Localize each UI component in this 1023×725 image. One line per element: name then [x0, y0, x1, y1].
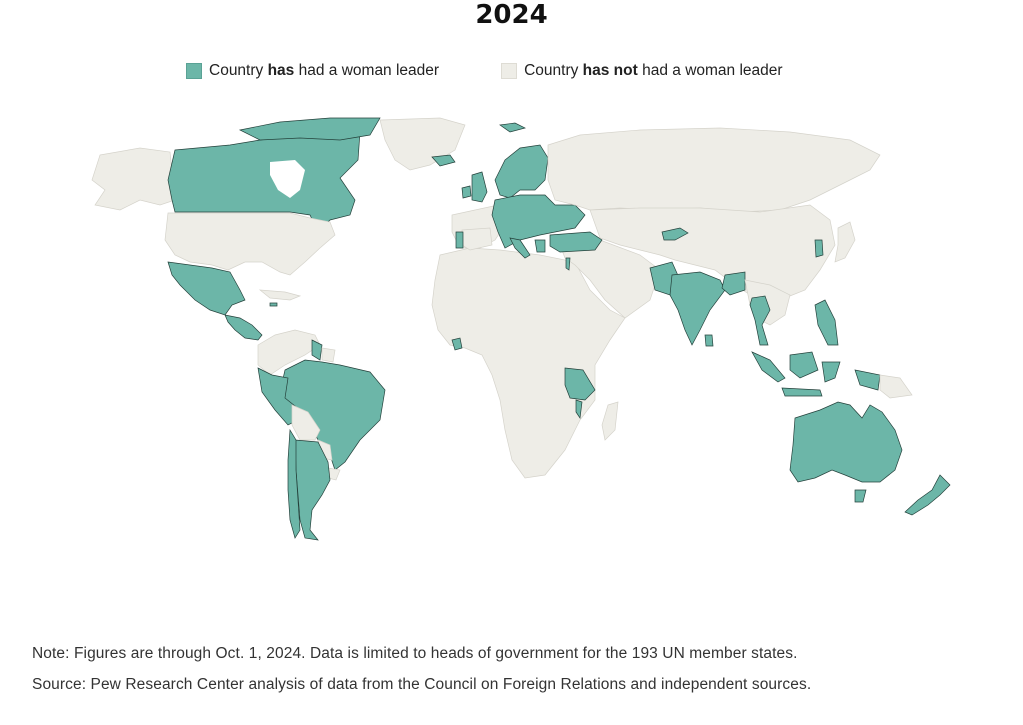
region-greenland: [379, 117, 466, 171]
country-italy: [509, 237, 531, 259]
country-israel: [565, 257, 571, 271]
country-united-kingdom: [471, 171, 488, 203]
country-argentina: [294, 439, 331, 541]
country-liberia: [451, 337, 463, 351]
legend-prefix: Country: [524, 62, 583, 79]
footnote-note: Note: Figures are through Oct. 1, 2024. …: [32, 645, 798, 662]
country-central-america: [224, 314, 263, 341]
country-ireland: [461, 185, 472, 199]
chart-title: 2024: [475, 0, 548, 30]
legend-prefix: Country: [209, 62, 268, 79]
legend-item-has-not: Country has not had a woman leader: [501, 62, 783, 80]
country-australia: [789, 401, 903, 483]
country-portugal: [455, 231, 464, 249]
country-mexico: [167, 261, 246, 316]
country-bolivia: [291, 404, 321, 441]
region-suriname: [321, 347, 336, 363]
country-kyrgyzstan: [661, 227, 689, 241]
country-south-korea: [814, 239, 824, 258]
country-bangladesh: [721, 271, 746, 296]
legend: Country has had a woman leader Country h…: [186, 62, 845, 80]
country-spain: [461, 227, 493, 251]
country-philippines: [814, 299, 839, 346]
country-japan: [834, 221, 856, 263]
country-indonesia-java: [781, 387, 823, 397]
legend-item-has: Country has had a woman leader: [186, 62, 439, 80]
legend-label-has-not: Country has not had a woman leader: [524, 62, 782, 80]
legend-suffix: had a woman leader: [294, 62, 440, 79]
country-indonesia-sulawesi: [821, 361, 841, 383]
country-indonesia-papua: [854, 369, 881, 391]
legend-swatch-has-not: [501, 63, 518, 79]
legend-bold: has not: [582, 62, 638, 79]
country-iceland: [431, 154, 456, 167]
world-map: [91, 117, 951, 541]
region-middle-east: [559, 239, 661, 319]
country-thailand: [749, 295, 771, 346]
region-caribbean: [258, 289, 302, 301]
country-indonesia-borneo: [789, 351, 819, 379]
legend-swatch-has: [186, 63, 202, 79]
region-alaska: [91, 147, 176, 211]
country-turkey: [549, 231, 603, 253]
country-indonesia-sumatra: [751, 351, 786, 383]
country-australia-tasmania: [854, 489, 867, 503]
country-tanzania: [564, 367, 596, 401]
country-greece: [534, 239, 546, 253]
country-jamaica: [269, 302, 278, 307]
country-new-zealand: [904, 474, 951, 516]
legend-bold: has: [267, 62, 295, 79]
country-papua-new-guinea: [879, 374, 913, 399]
country-india: [669, 271, 726, 346]
country-guyana: [311, 339, 323, 361]
region-svalbard: [499, 122, 526, 133]
legend-suffix: had a woman leader: [637, 62, 783, 79]
legend-label-has: Country has had a woman leader: [209, 62, 439, 80]
country-norway-sweden-finland: [494, 144, 549, 199]
country-canada-arctic: [238, 117, 381, 141]
region-russia: [547, 127, 881, 213]
country-germany-poland-etc: [491, 194, 586, 249]
country-madagascar: [601, 401, 619, 441]
country-chile: [287, 428, 301, 539]
country-united-states: [164, 212, 336, 276]
country-malawi: [575, 399, 583, 419]
footnote-source: Source: Pew Research Center analysis of …: [32, 676, 812, 693]
country-sri-lanka: [704, 334, 714, 347]
